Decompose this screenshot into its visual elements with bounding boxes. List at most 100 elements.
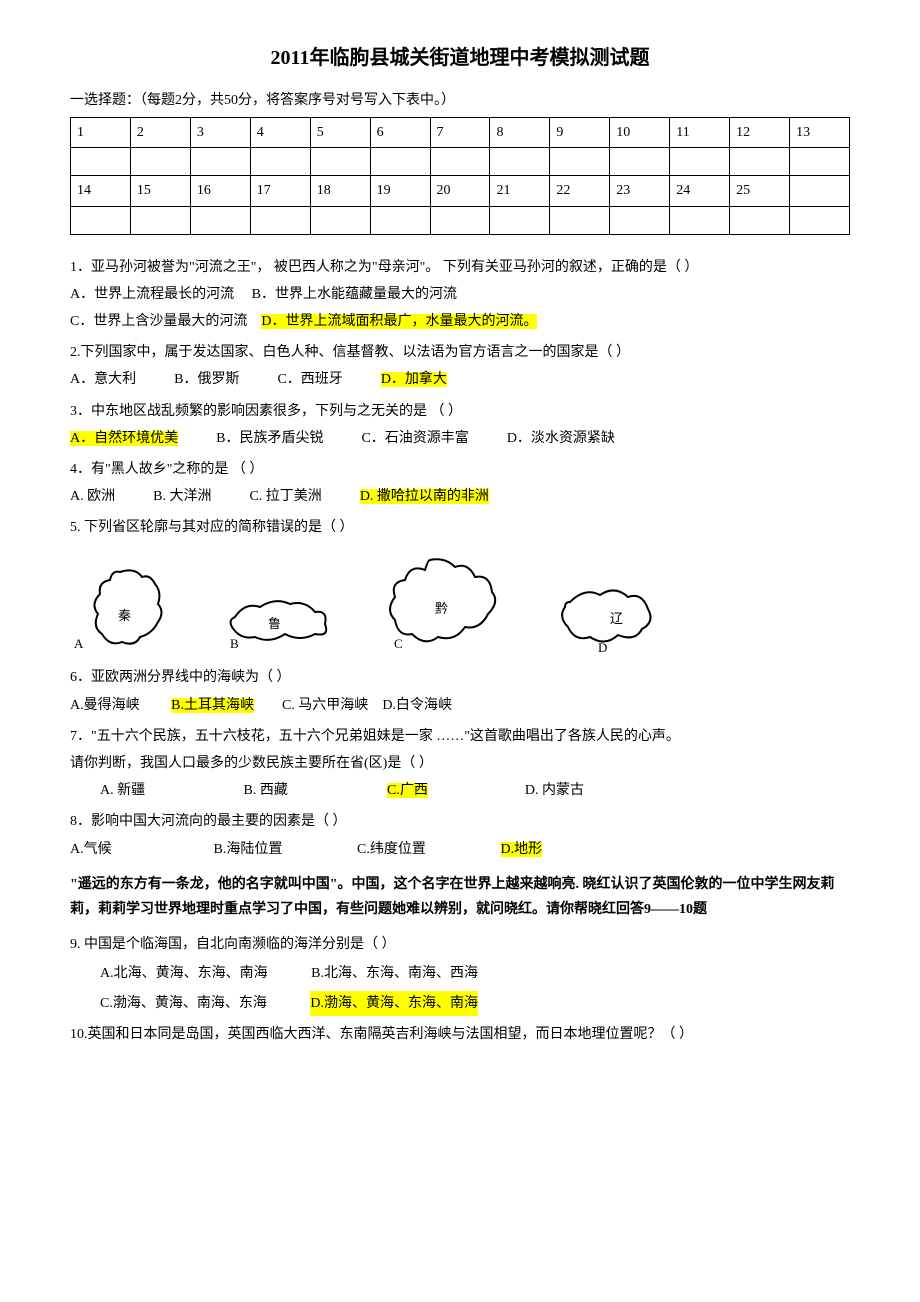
question-3: 3．中东地区战乱频繁的影响因素很多，下列与之无关的是 （ ） A．自然环境优美 … — [70, 399, 850, 451]
cell — [790, 176, 850, 206]
q3-options: A．自然环境优美 B．民族矛盾尖锐 C．石油资源丰富 D．淡水资源紧缺 — [70, 426, 850, 451]
cell: 25 — [730, 176, 790, 206]
cell — [790, 148, 850, 176]
cell: 5 — [310, 118, 370, 148]
q3-c: C．石油资源丰富 — [361, 431, 468, 446]
question-5: 5. 下列省区轮廓与其对应的简称错误的是（ ） 秦 A 鲁 B 黔 C — [70, 515, 850, 657]
map-a-letter: A — [74, 632, 83, 655]
cell: 19 — [370, 176, 430, 206]
q1-b: B．世界上水能蕴藏量最大的河流 — [252, 287, 457, 302]
cell: 3 — [190, 118, 250, 148]
cell: 16 — [190, 176, 250, 206]
cell: 15 — [130, 176, 190, 206]
cell: 9 — [550, 118, 610, 148]
table-row: 14 15 16 17 18 19 20 21 22 23 24 25 — [71, 176, 850, 206]
cell — [430, 206, 490, 234]
q9-options: A.北海、黄海、东海、南海 B.北海、东海、南海、西海 C.渤海、黄海、南海、东… — [70, 961, 850, 1015]
q6-a: A.曼得海峡 — [70, 698, 140, 713]
q9-a: A.北海、黄海、东海、南海 — [100, 961, 268, 986]
q1-d-highlighted: D．世界上流域面积最广，水量最大的河流。 — [261, 314, 537, 329]
q6-d: D.白令海峡 — [382, 698, 452, 713]
cell: 20 — [430, 176, 490, 206]
question-7: 7．"五十六个民族，五十六枝花，五十六个兄弟姐妹是一家 ……"这首歌曲唱出了各族… — [70, 724, 850, 804]
q9-d-highlighted: D.渤海、黄海、东海、南海 — [310, 991, 478, 1016]
q1-options-ab: A．世界上流程最长的河流 B．世界上水能蕴藏量最大的河流 — [70, 282, 850, 307]
cell — [430, 148, 490, 176]
question-9: 9. 中国是个临海国，自北向南濒临的海洋分别是（ ） A.北海、黄海、东海、南海… — [70, 932, 850, 1016]
q8-a: A.气候 — [70, 837, 210, 862]
q1-a: A．世界上流程最长的河流 — [70, 287, 234, 302]
section-instruction: 一选择题：（每题2分，共50分，将答案序号对号写入下表中。） — [70, 88, 850, 113]
cell: 8 — [490, 118, 550, 148]
cell: 18 — [310, 176, 370, 206]
cell: 22 — [550, 176, 610, 206]
q1-stem: 1．亚马孙河被誉为"河流之王"， 被巴西人称之为"母亲河"。 下列有关亚马孙河的… — [70, 255, 850, 280]
cell — [490, 206, 550, 234]
table-row: 1 2 3 4 5 6 7 8 9 10 11 12 13 — [71, 118, 850, 148]
cell — [730, 148, 790, 176]
q4-a: A. 欧洲 — [70, 489, 115, 504]
q7-stem2: 请你判断，我国人口最多的少数民族主要所在省(区)是（ ） — [70, 751, 850, 776]
cell — [550, 206, 610, 234]
cell: 21 — [490, 176, 550, 206]
q9-stem: 9. 中国是个临海国，自北向南濒临的海洋分别是（ ） — [70, 932, 850, 957]
cell — [130, 206, 190, 234]
page-title: 2011年临朐县城关街道地理中考模拟测试题 — [70, 40, 850, 76]
q2-d-highlighted: D．加拿大 — [381, 372, 447, 387]
q4-c: C. 拉丁美洲 — [249, 489, 321, 504]
context-9-10: "遥远的东方有一条龙，他的名字就叫中国"。中国，这个名字在世界上越来越响亮. 晓… — [70, 872, 850, 922]
cell: 1 — [71, 118, 131, 148]
q7-a: A. 新疆 — [100, 778, 240, 803]
cell: 17 — [250, 176, 310, 206]
question-10: 10.英国和日本同是岛国，英国西临大西洋、东南隔英吉利海峡与法国相望，而日本地理… — [70, 1022, 850, 1047]
q7-b: B. 西藏 — [244, 778, 384, 803]
q1-c: C．世界上含沙量最大的河流 — [70, 314, 247, 329]
question-1: 1．亚马孙河被誉为"河流之王"， 被巴西人称之为"母亲河"。 下列有关亚马孙河的… — [70, 255, 850, 335]
cell: 7 — [430, 118, 490, 148]
cell — [670, 148, 730, 176]
map-d-label: 辽 — [610, 607, 623, 630]
province-maps: 秦 A 鲁 B 黔 C 辽 D — [70, 552, 850, 657]
q3-b: B．民族矛盾尖锐 — [216, 431, 323, 446]
cell: 11 — [670, 118, 730, 148]
q8-d-highlighted: D.地形 — [501, 842, 543, 857]
question-8: 8．影响中国大河流向的最主要的因素是（ ） A.气候 B.海陆位置 C.纬度位置… — [70, 809, 850, 861]
cell — [310, 148, 370, 176]
cell: 4 — [250, 118, 310, 148]
cell: 6 — [370, 118, 430, 148]
q4-d-highlighted: D. 撒哈拉以南的非洲 — [360, 489, 489, 504]
q7-options: A. 新疆 B. 西藏 C.广西 D. 内蒙古 — [70, 778, 850, 803]
cell — [190, 148, 250, 176]
q2-a: A．意大利 — [70, 372, 136, 387]
cell: 13 — [790, 118, 850, 148]
cell: 12 — [730, 118, 790, 148]
cell — [310, 206, 370, 234]
q4-b: B. 大洋洲 — [153, 489, 211, 504]
q1-options-cd: C．世界上含沙量最大的河流 D．世界上流域面积最广，水量最大的河流。 — [70, 309, 850, 334]
cell — [130, 148, 190, 176]
map-c-letter: C — [394, 632, 403, 655]
q2-c: C．西班牙 — [277, 372, 342, 387]
cell: 23 — [610, 176, 670, 206]
cell — [71, 148, 131, 176]
cell — [730, 206, 790, 234]
q8-b: B.海陆位置 — [214, 837, 354, 862]
table-row — [71, 148, 850, 176]
q7-c-wrap: C.广西 — [387, 783, 428, 798]
cell: 10 — [610, 118, 670, 148]
question-4: 4．有"黑人故乡"之称的是 （ ） A. 欧洲 B. 大洋洲 C. 拉丁美洲 D… — [70, 457, 850, 509]
q4-stem: 4．有"黑人故乡"之称的是 （ ） — [70, 457, 850, 482]
cell: 2 — [130, 118, 190, 148]
q6-stem: 6．亚欧两洲分界线中的海峡为（ ） — [70, 665, 850, 690]
q7-stem1: 7．"五十六个民族，五十六枝花，五十六个兄弟姐妹是一家 ……"这首歌曲唱出了各族… — [70, 724, 850, 749]
question-6: 6．亚欧两洲分界线中的海峡为（ ） A.曼得海峡 B.土耳其海峡 C. 马六甲海… — [70, 665, 850, 717]
q7-d: D. 内蒙古 — [525, 783, 584, 798]
map-d-letter: D — [598, 636, 607, 659]
q9-d-wrap: D.渤海、黄海、东海、南海 — [310, 991, 518, 1016]
map-b: 鲁 B — [220, 582, 340, 657]
q8-c: C.纬度位置 — [357, 837, 497, 862]
cell: 14 — [71, 176, 131, 206]
q6-b-highlighted: B.土耳其海峡 — [171, 698, 254, 713]
cell — [490, 148, 550, 176]
cell — [550, 148, 610, 176]
